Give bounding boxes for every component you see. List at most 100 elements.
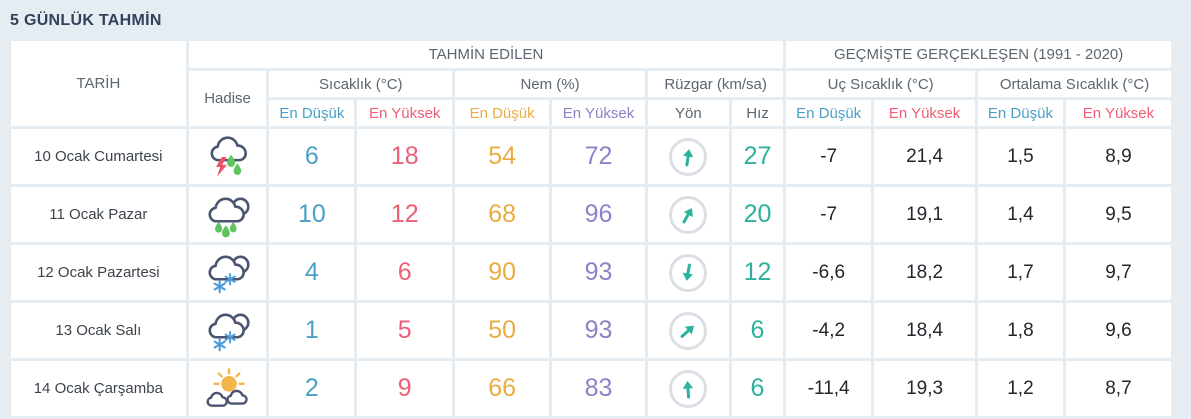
wind-direction-cell xyxy=(647,129,729,184)
header-humidity: Nem (%) xyxy=(455,71,645,97)
extreme-min-value: -7 xyxy=(786,187,872,242)
temp-max-value: 12 xyxy=(357,187,453,242)
header-extreme-max: En Yüksek xyxy=(874,100,976,126)
extreme-min-value: -11,4 xyxy=(786,361,872,416)
weather-cell xyxy=(188,303,267,358)
wind-direction-dial xyxy=(669,137,708,176)
average-min-value: 1,4 xyxy=(978,187,1063,242)
header-event: Hadise xyxy=(188,71,267,126)
average-max-value: 9,7 xyxy=(1065,245,1171,300)
header-predicted: TAHMİN EDİLEN xyxy=(188,41,784,68)
thunderstorm-icon xyxy=(210,135,247,177)
humidity-max-value: 72 xyxy=(552,129,645,184)
average-min-value: 1,8 xyxy=(978,303,1063,358)
wind-speed-value: 27 xyxy=(731,129,784,184)
header-humidity-min: En Düşük xyxy=(455,100,550,126)
partly-cloudy-icon xyxy=(206,367,248,407)
date-label: 12 Ocak Pazartesi xyxy=(11,245,186,300)
wind-direction-dial xyxy=(669,311,708,350)
wind-speed-value: 20 xyxy=(731,187,784,242)
humidity-min-value: 90 xyxy=(455,245,550,300)
humidity-min-value: 50 xyxy=(455,303,550,358)
wind-direction-dial xyxy=(669,369,708,408)
header-average-max: En Yüksek xyxy=(1065,100,1171,126)
humidity-min-value: 66 xyxy=(455,361,550,416)
snow-icon xyxy=(208,313,250,351)
wind-direction-dial xyxy=(669,195,708,234)
temp-max-value: 6 xyxy=(357,245,453,300)
snow-icon xyxy=(208,255,250,293)
wind-direction-cell xyxy=(647,187,729,242)
extreme-max-value: 19,1 xyxy=(874,187,976,242)
humidity-min-value: 68 xyxy=(455,187,550,242)
extreme-min-value: -7 xyxy=(786,129,872,184)
humidity-min-value: 54 xyxy=(455,129,550,184)
weather-cell xyxy=(188,129,267,184)
page-title: 5 GÜNLÜK TAHMİN xyxy=(10,12,162,29)
temp-min-value: 6 xyxy=(269,129,355,184)
wind-speed-value: 12 xyxy=(731,245,784,300)
temp-min-value: 4 xyxy=(269,245,355,300)
header-temp-min: En Düşük xyxy=(269,100,355,126)
date-label: 13 Ocak Salı xyxy=(11,303,186,358)
average-max-value: 9,5 xyxy=(1065,187,1171,242)
forecast-row: 11 Ocak Pazar 10 12 68 96 20 -7 19,1 1,4… xyxy=(11,187,1171,242)
header-temperature: Sıcaklık (°C) xyxy=(269,71,453,97)
average-max-value: 9,6 xyxy=(1065,303,1171,358)
extreme-max-value: 18,4 xyxy=(874,303,976,358)
wind-arrow-icon xyxy=(680,146,697,167)
header-humidity-max: En Yüksek xyxy=(552,100,645,126)
temp-min-value: 1 xyxy=(269,303,355,358)
average-max-value: 8,7 xyxy=(1065,361,1171,416)
header-average-min: En Düşük xyxy=(978,100,1063,126)
wind-arrow-icon xyxy=(680,262,697,283)
temp-max-value: 5 xyxy=(357,303,453,358)
extreme-max-value: 18,2 xyxy=(874,245,976,300)
forecast-row: 12 Ocak Pazartesi 4 6 90 93 12 -6,6 18,2… xyxy=(11,245,1171,300)
weather-cell xyxy=(188,187,267,242)
weather-cell xyxy=(188,361,267,416)
header-wind-speed: Hız xyxy=(731,100,784,126)
extreme-max-value: 21,4 xyxy=(874,129,976,184)
temp-max-value: 18 xyxy=(357,129,453,184)
humidity-max-value: 93 xyxy=(552,245,645,300)
forecast-row: 13 Ocak Salı 1 5 50 93 6 -4,2 18,4 1,8 9… xyxy=(11,303,1171,358)
temp-max-value: 9 xyxy=(357,361,453,416)
average-min-value: 1,7 xyxy=(978,245,1063,300)
header-temp-max: En Yüksek xyxy=(357,100,453,126)
header-extreme-min: En Düşük xyxy=(786,100,872,126)
extreme-min-value: -4,2 xyxy=(786,303,872,358)
date-label: 10 Ocak Cumartesi xyxy=(11,129,186,184)
extreme-max-value: 19,3 xyxy=(874,361,976,416)
humidity-max-value: 96 xyxy=(552,187,645,242)
wind-speed-value: 6 xyxy=(731,361,784,416)
header-wind: Rüzgar (km/sa) xyxy=(647,71,784,97)
forecast-table: TARİH TAHMİN EDİLEN GEÇMİŞTE GERÇEKLEŞEN… xyxy=(8,38,1174,419)
average-min-value: 1,5 xyxy=(978,129,1063,184)
header-wind-direction: Yön xyxy=(647,100,729,126)
header-extreme-temp: Uç Sıcaklık (°C) xyxy=(786,71,976,97)
wind-direction-cell xyxy=(647,361,729,416)
average-min-value: 1,2 xyxy=(978,361,1063,416)
header-average-temp: Ortalama Sıcaklık (°C) xyxy=(978,71,1171,97)
wind-direction-dial xyxy=(669,253,708,292)
wind-arrow-icon xyxy=(678,203,699,226)
date-label: 11 Ocak Pazar xyxy=(11,187,186,242)
weather-cell xyxy=(188,245,267,300)
humidity-max-value: 83 xyxy=(552,361,645,416)
forecast-row: 10 Ocak Cumartesi 6 18 54 72 27 -7 21,4 … xyxy=(11,129,1171,184)
temp-min-value: 10 xyxy=(269,187,355,242)
header-date: TARİH xyxy=(11,41,186,126)
wind-direction-cell xyxy=(647,303,729,358)
extreme-min-value: -6,6 xyxy=(786,245,872,300)
rain-icon xyxy=(208,197,250,237)
wind-direction-cell xyxy=(647,245,729,300)
header-historical: GEÇMİŞTE GERÇEKLEŞEN (1991 - 2020) xyxy=(786,41,1171,68)
temp-min-value: 2 xyxy=(269,361,355,416)
humidity-max-value: 93 xyxy=(552,303,645,358)
average-max-value: 8,9 xyxy=(1065,129,1171,184)
wind-arrow-icon xyxy=(681,378,696,399)
wind-speed-value: 6 xyxy=(731,303,784,358)
date-label: 14 Ocak Çarşamba xyxy=(11,361,186,416)
wind-arrow-icon xyxy=(677,319,700,342)
